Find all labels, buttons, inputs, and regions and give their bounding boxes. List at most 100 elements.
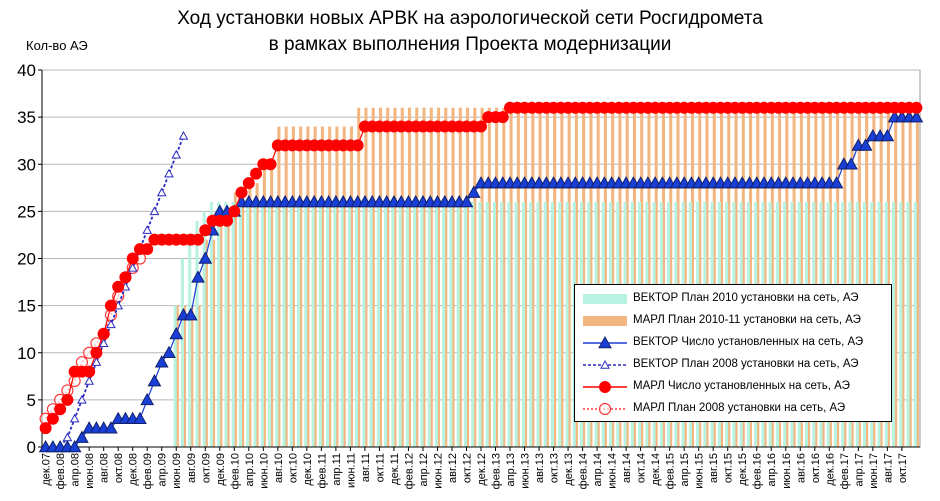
bar (437, 107, 441, 447)
data-point (459, 194, 474, 208)
y-tick-label: 10 (17, 344, 36, 363)
bar (233, 192, 237, 447)
bar (326, 201, 330, 447)
x-tick-label: фев.16 (752, 453, 764, 489)
data-point (75, 430, 89, 443)
data-point (466, 185, 481, 198)
data-point (98, 338, 109, 348)
bar (915, 107, 919, 447)
bar (231, 201, 235, 447)
bar (589, 107, 593, 447)
x-tick-label: авг.10 (273, 453, 285, 483)
bar (427, 201, 431, 447)
bar (727, 107, 731, 447)
x-tick-label: авг.12 (447, 453, 459, 483)
data-point (250, 167, 263, 180)
data-point (83, 365, 96, 378)
y-tick-label: 0 (27, 438, 36, 457)
x-tick-label: авг.14 (621, 453, 633, 483)
legend-label: МАРЛ Число установленных на сеть, АЭ (633, 380, 850, 392)
bar (407, 107, 412, 447)
legend-swatch-bar (583, 316, 627, 326)
legend-swatch-vektor-plan-2010 (583, 294, 627, 304)
y-tick-label: 25 (17, 202, 36, 221)
data-point (228, 205, 241, 218)
bar (313, 126, 317, 448)
x-tick-label: авг.13 (534, 453, 546, 483)
y-tick-label: 5 (27, 391, 36, 410)
bar (362, 201, 366, 447)
x-tick-label: окт.15 (723, 453, 735, 483)
bar (749, 107, 753, 447)
chart-title-line-1: Ход установки новых АРВК на аэрологическ… (177, 8, 763, 29)
x-tick-label: дек.14 (650, 453, 662, 486)
bar (197, 305, 201, 447)
bar (190, 305, 194, 447)
data-point (221, 214, 234, 227)
bar (318, 201, 322, 447)
y-tick-label: 30 (17, 155, 36, 174)
bar (514, 201, 518, 447)
x-tick-label: дек.10 (302, 453, 314, 486)
data-point (126, 252, 139, 265)
x-tick-label: окт.11 (374, 453, 386, 482)
bar (260, 201, 264, 447)
bar (277, 126, 281, 448)
data-point (112, 280, 125, 293)
bar (906, 201, 910, 447)
bar (850, 107, 854, 447)
bar (405, 201, 409, 447)
bar (248, 183, 252, 447)
bar (311, 201, 315, 447)
bar (347, 201, 351, 447)
data-point (910, 101, 923, 114)
x-tick-label: окт.09 (200, 453, 212, 483)
bar (400, 107, 404, 447)
bar (267, 201, 272, 447)
data-point (39, 422, 52, 435)
bar (763, 107, 767, 447)
bar (894, 107, 898, 447)
data-point (880, 128, 895, 142)
x-tick-label: фев.12 (403, 453, 415, 489)
bar (582, 107, 586, 447)
data-point (104, 421, 118, 434)
bar (785, 107, 789, 447)
bar (843, 107, 847, 447)
bar (442, 201, 446, 447)
legend-swatch-vektor-installed (583, 335, 627, 349)
bar (611, 107, 615, 447)
data-point (91, 357, 102, 366)
data-point (171, 149, 182, 159)
bar (618, 107, 622, 447)
x-tick-label: апр.17 (853, 453, 865, 486)
bar (371, 107, 375, 447)
data-point (909, 110, 924, 123)
bar (543, 201, 547, 447)
bar (538, 107, 542, 447)
bar (328, 126, 332, 448)
data-point (67, 439, 82, 453)
data-point (104, 299, 117, 312)
bar (444, 107, 448, 447)
x-tick-label: окт.17 (897, 453, 909, 483)
bar (507, 201, 511, 447)
bar (565, 201, 569, 447)
x-tick-label: дек.13 (563, 453, 575, 486)
data-point (46, 412, 59, 425)
x-tick-label: апр.12 (418, 453, 430, 486)
bar (529, 201, 533, 447)
bar (683, 107, 687, 447)
bar (297, 201, 301, 447)
bar (485, 201, 489, 447)
x-tick-label: фев.17 (839, 453, 851, 489)
bar (500, 201, 504, 447)
bar (640, 107, 644, 447)
legend-swatch-marker (598, 402, 612, 416)
bar (632, 107, 636, 447)
bar (355, 201, 359, 447)
bar (195, 220, 199, 447)
x-tick-label: фев.15 (665, 453, 677, 489)
data-point (90, 346, 103, 359)
